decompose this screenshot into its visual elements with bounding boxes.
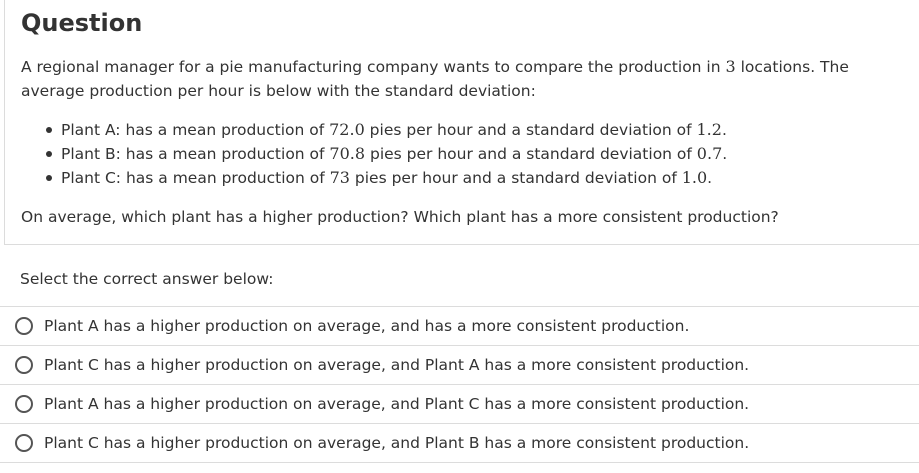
plant-a-suffix: . <box>721 121 727 139</box>
intro-text-after: locations. The average production per ho… <box>21 58 849 100</box>
answer-option-3[interactable]: Plant A has a higher production on avera… <box>0 384 919 423</box>
answer-option-4[interactable]: Plant C has a higher production on avera… <box>0 423 919 463</box>
plant-item-c: Plant C: has a mean production of 73 pie… <box>39 166 727 190</box>
plant-b-suffix: . <box>722 145 728 163</box>
plant-b-mean: 70.8 <box>329 144 366 163</box>
plant-list: Plant A: has a mean production of 72.0 p… <box>39 118 727 190</box>
answer-option-label: Plant A has a higher production on avera… <box>44 317 690 335</box>
answer-option-label: Plant A has a higher production on avera… <box>44 395 750 413</box>
question-prompt: On average, which plant has a higher pro… <box>21 208 779 226</box>
plant-b-middle: pies per hour and a standard deviation o… <box>365 145 697 163</box>
plant-item-a: Plant A: has a mean production of 72.0 p… <box>39 118 727 142</box>
intro-location-count: 3 <box>725 57 736 76</box>
plant-c-middle: pies per hour and a standard deviation o… <box>349 169 682 187</box>
plant-c-suffix: . <box>707 169 713 187</box>
plant-a-mean: 72.0 <box>329 120 365 139</box>
plant-a-prefix: Plant A: has a mean production of <box>61 121 330 139</box>
plant-c-mean: 73 <box>329 168 350 187</box>
radio-button-icon[interactable] <box>15 395 33 413</box>
plant-item-b: Plant B: has a mean production of 70.8 p… <box>39 142 727 166</box>
radio-button-icon[interactable] <box>15 434 33 452</box>
plant-a-middle: pies per hour and a standard deviation o… <box>364 121 697 139</box>
answer-option-1[interactable]: Plant A has a higher production on avera… <box>0 306 919 345</box>
plant-c-sd: 1.0 <box>681 168 708 187</box>
answer-instruction: Select the correct answer below: <box>20 270 274 288</box>
intro-text-before: A regional manager for a pie manufacturi… <box>21 58 726 76</box>
question-card: Question A regional manager for a pie ma… <box>4 0 919 245</box>
radio-button-icon[interactable] <box>15 356 33 374</box>
answer-option-2[interactable]: Plant C has a higher production on avera… <box>0 345 919 384</box>
question-title: Question <box>21 9 143 37</box>
answer-option-label: Plant C has a higher production on avera… <box>44 434 750 452</box>
answer-option-label: Plant C has a higher production on avera… <box>44 356 750 374</box>
question-intro: A regional manager for a pie manufacturi… <box>21 55 901 103</box>
answer-options: Plant A has a higher production on avera… <box>0 306 919 463</box>
plant-c-prefix: Plant C: has a mean production of <box>61 169 330 187</box>
plant-b-sd: 0.7 <box>696 144 723 163</box>
plant-b-prefix: Plant B: has a mean production of <box>61 145 330 163</box>
plant-a-sd: 1.2 <box>696 120 722 139</box>
radio-button-icon[interactable] <box>15 317 33 335</box>
